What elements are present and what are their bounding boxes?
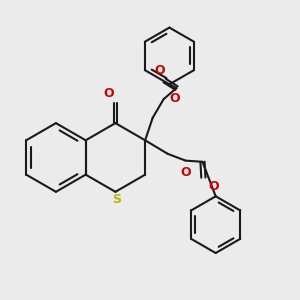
Text: O: O (154, 64, 164, 77)
Text: S: S (112, 193, 121, 206)
Text: O: O (209, 180, 219, 193)
Text: O: O (169, 92, 180, 105)
Text: O: O (103, 87, 114, 101)
Text: O: O (181, 166, 191, 179)
